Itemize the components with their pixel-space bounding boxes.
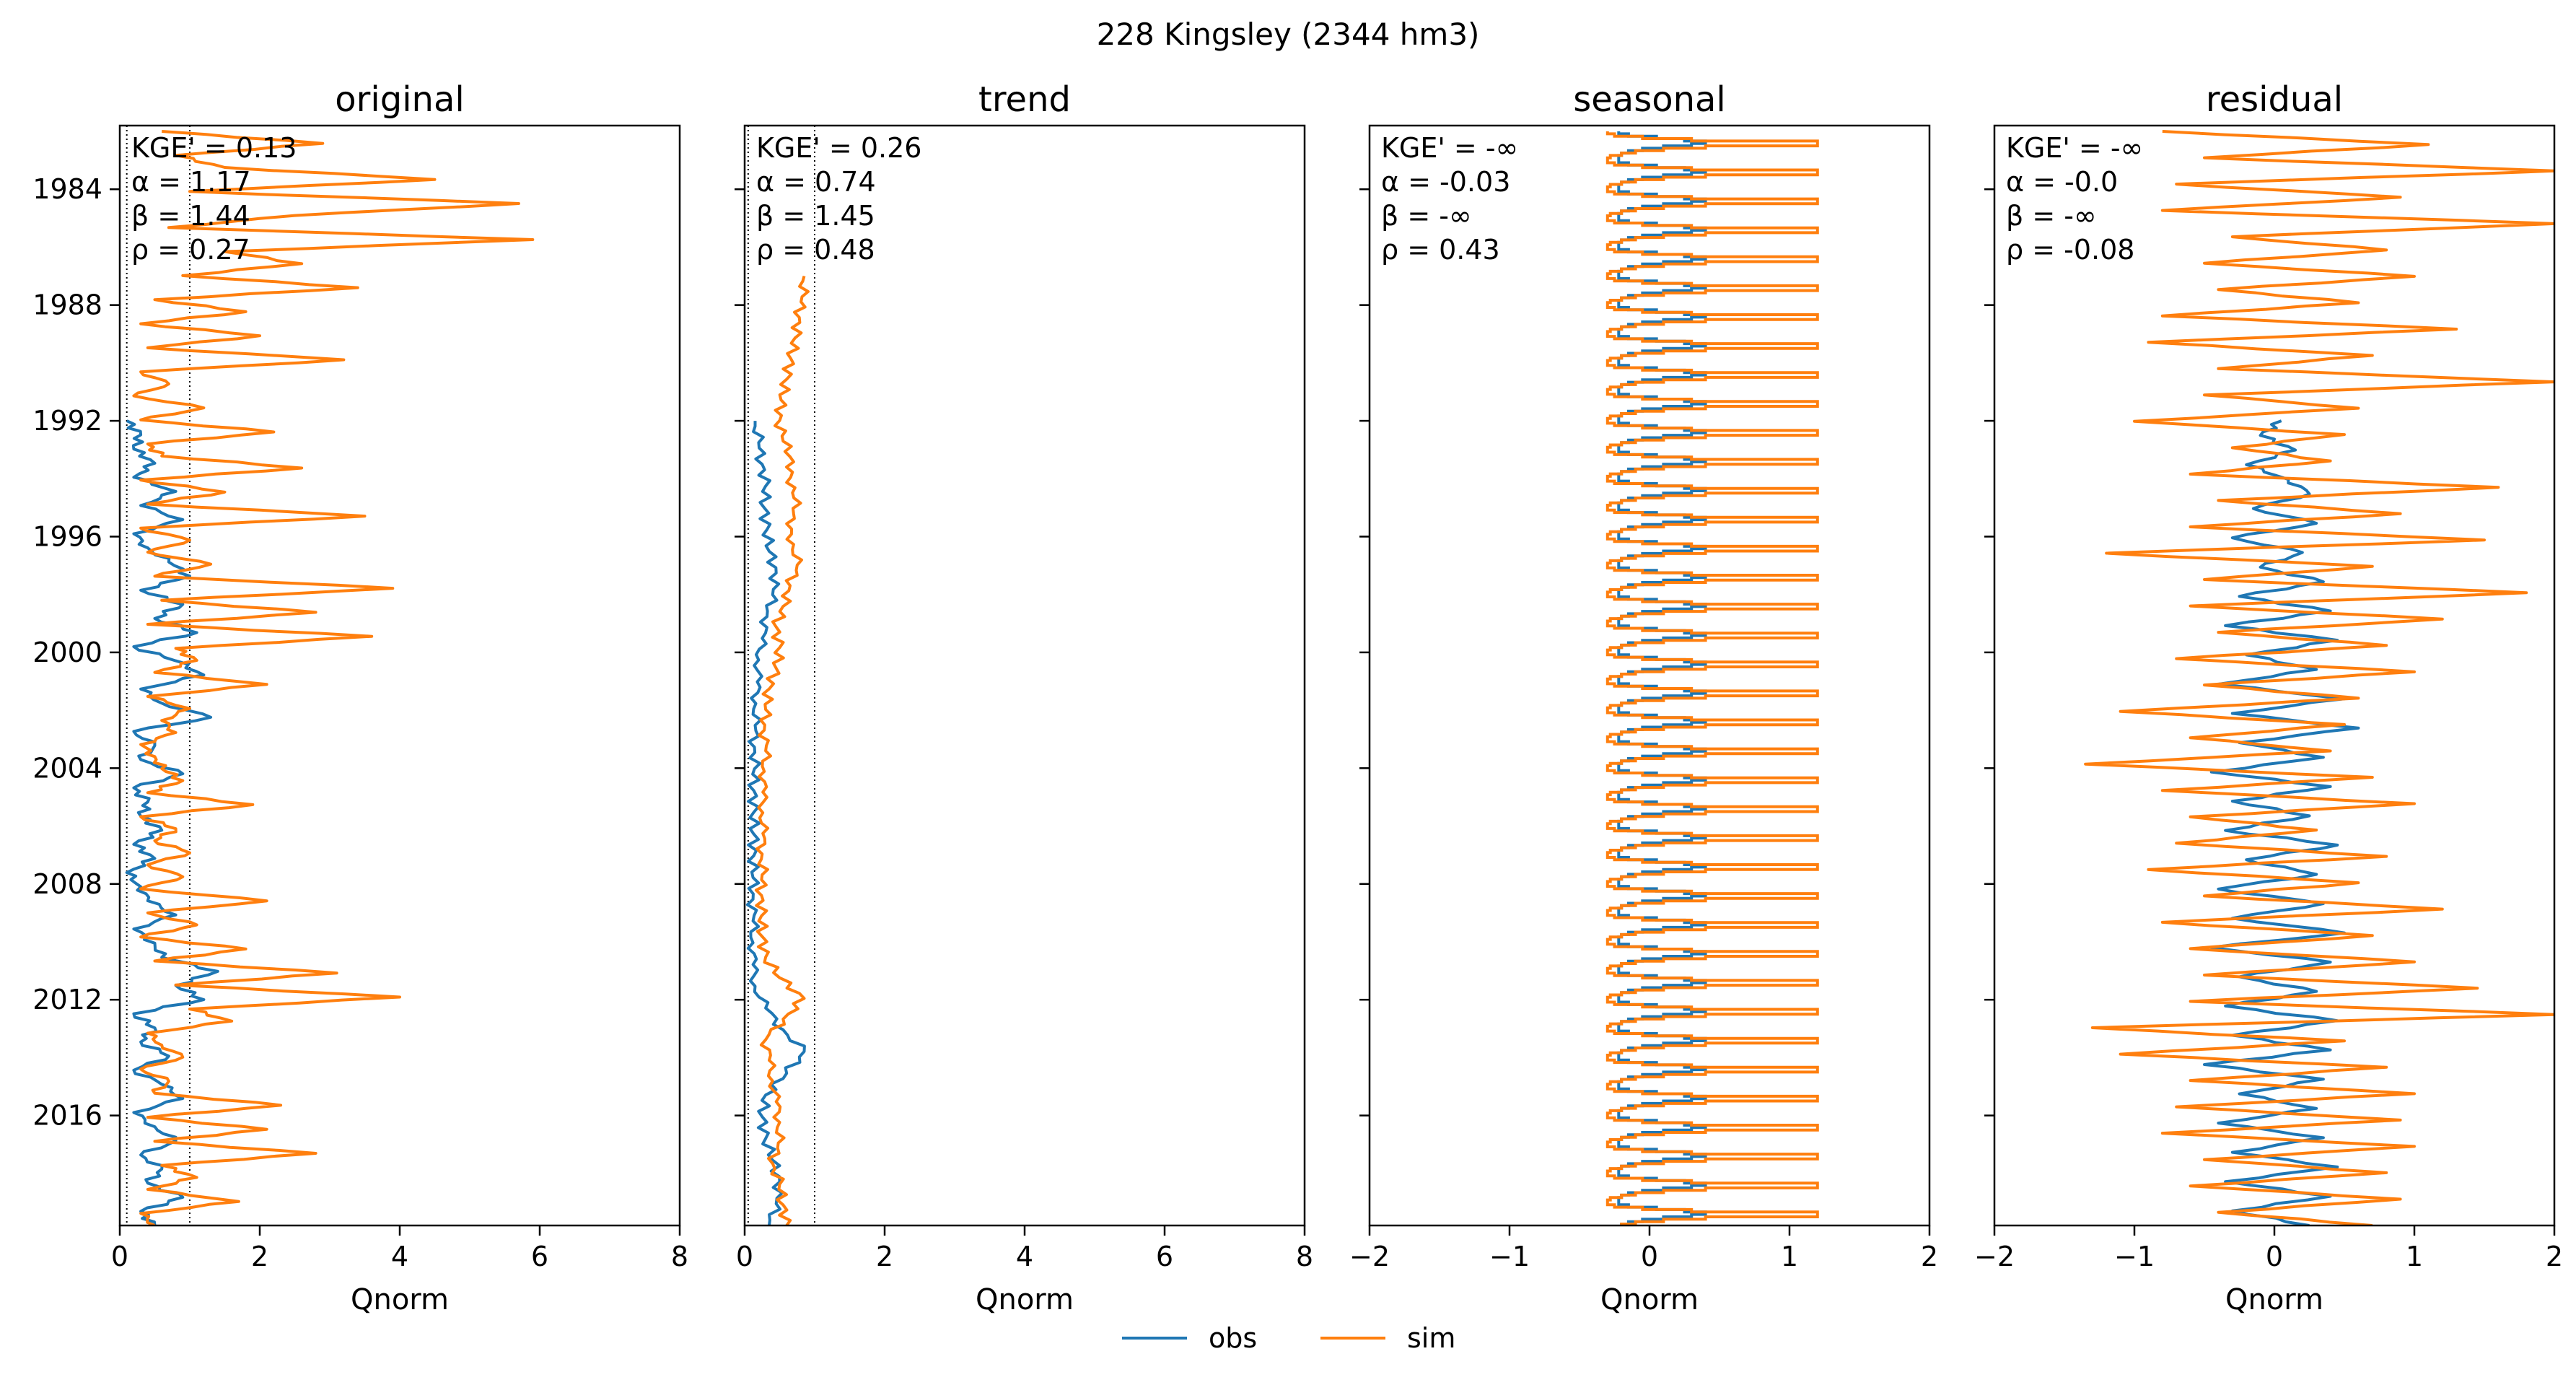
panel-title: seasonal [1573, 79, 1726, 120]
x-tick-label: 4 [391, 1241, 408, 1272]
legend: obs sim [1122, 1322, 1455, 1354]
stat-label: α = -0.03 [1381, 166, 1510, 198]
x-tick-label: 2 [251, 1241, 268, 1272]
legend-obs-label: obs [1209, 1322, 1257, 1354]
x-tick-label: −1 [1489, 1241, 1530, 1272]
y-tick-label: 1992 [32, 405, 102, 437]
x-tick-label: 1 [2406, 1241, 2423, 1272]
y-tick-label: 1984 [32, 173, 102, 205]
x-tick-label: 0 [2266, 1241, 2283, 1272]
stat-label: ρ = 0.48 [756, 234, 875, 266]
stat-label: β = -∞ [1381, 200, 1472, 232]
x-tick-label: 4 [1016, 1241, 1033, 1272]
x-tick-label: 6 [531, 1241, 548, 1272]
plot-area [2084, 130, 2554, 1225]
x-tick-label: 2 [1921, 1241, 1938, 1272]
x-tick-label: −1 [2114, 1241, 2155, 1272]
panel-original: original 0 2 4 6 8 1984 1988 1992 1996 2000 2004 200… [32, 79, 688, 1316]
x-tick-label: 2 [876, 1241, 893, 1272]
plot-area [745, 126, 815, 1225]
series-sim-line [1605, 131, 1819, 1225]
y-tick-label: 1996 [32, 520, 102, 552]
y-tick-label: 2008 [32, 868, 102, 900]
panel-residual: residual −2 −1 0 1 2 Qnorm KGE' = -∞α = -0.0β =… [1974, 79, 2563, 1316]
stat-label: β = 1.44 [131, 200, 250, 232]
stat-label: β = -∞ [2006, 200, 2097, 232]
stat-label: KGE' = -∞ [1381, 132, 1518, 164]
stat-label: ρ = 0.27 [131, 234, 250, 266]
stat-label: ρ = 0.43 [1381, 234, 1500, 266]
x-axis-label: Qnorm [1600, 1283, 1699, 1316]
stat-label: ρ = -0.08 [2006, 234, 2134, 266]
y-tick-label: 2000 [32, 637, 102, 668]
x-tick-label: 6 [1156, 1241, 1173, 1272]
panel-title: residual [2206, 79, 2343, 120]
stat-label: α = -0.0 [2006, 166, 2118, 198]
axes-frame [743, 124, 1306, 1227]
x-tick-label: 0 [736, 1241, 753, 1272]
series-obs-line [125, 419, 219, 1225]
y-tick-label: 2012 [32, 984, 102, 1015]
x-axis-label: Qnorm [351, 1283, 449, 1316]
stat-label: KGE' = 0.13 [131, 132, 297, 164]
x-tick-label: 0 [1641, 1241, 1658, 1272]
x-tick-label: 8 [671, 1241, 688, 1272]
x-tick-label: −2 [1349, 1241, 1390, 1272]
panel-seasonal: seasonal −2 −1 0 1 2 Qnorm KGE' = -∞α = -0.03β … [1349, 79, 1938, 1316]
stat-label: α = 1.17 [131, 166, 251, 198]
x-tick-label: −2 [1974, 1241, 2015, 1272]
stat-label: β = 1.45 [756, 200, 875, 232]
stat-label: KGE' = 0.26 [756, 132, 921, 164]
y-tick-label: 2016 [32, 1100, 102, 1132]
y-tick-label: 2004 [32, 752, 102, 784]
x-tick-label: 0 [111, 1241, 128, 1272]
x-axis-label: Qnorm [2225, 1283, 2323, 1316]
x-tick-label: 1 [1781, 1241, 1798, 1272]
panel-trend: trend 0 2 4 6 8 Qnorm KGE' = 0.26α = 0.74β = 1.… [735, 79, 1313, 1316]
stat-label: α = 0.74 [756, 166, 876, 198]
plot-area [1605, 131, 1819, 1225]
y-tick-label: 1988 [32, 289, 102, 321]
axes-frame [1368, 124, 1931, 1227]
series-sim-line [2084, 130, 2554, 1225]
panel-title: original [335, 79, 464, 120]
x-tick-label: 2 [2546, 1241, 2563, 1272]
panel-title: trend [978, 79, 1071, 120]
figure-suptitle: 228 Kingsley (2344 hm3) [1097, 17, 1480, 52]
stat-label: KGE' = -∞ [2006, 132, 2143, 164]
series-obs-line [745, 421, 806, 1225]
series-sim-line [132, 130, 535, 1225]
x-tick-label: 8 [1296, 1241, 1313, 1272]
x-axis-label: Qnorm [976, 1283, 1074, 1316]
plot-area [125, 126, 535, 1225]
series-sim-line [754, 275, 810, 1225]
legend-sim-label: sim [1407, 1322, 1455, 1354]
